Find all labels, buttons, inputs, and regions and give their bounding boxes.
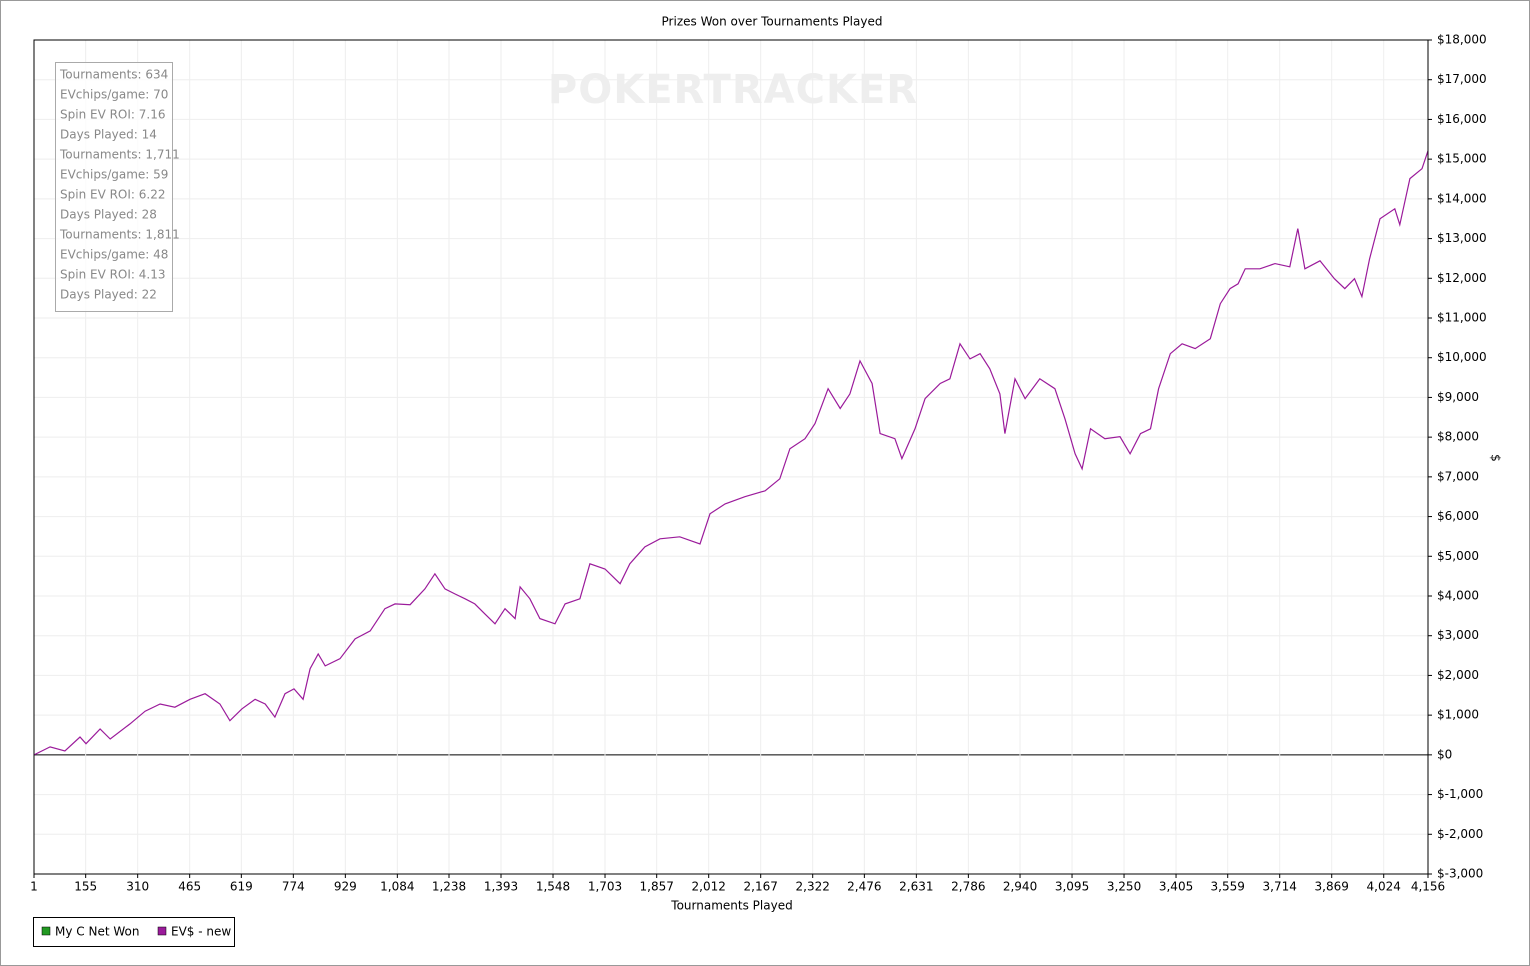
y-tick-label: $14,000 [1437, 191, 1487, 205]
x-tick-label: 4,156 [1411, 880, 1445, 894]
stat-line: Spin EV ROI: 4.13 [60, 268, 166, 282]
y-tick-label: $1,000 [1437, 708, 1479, 722]
stat-line: Days Played: 22 [60, 288, 157, 302]
stat-line: Tournaments: 1,711 [59, 148, 180, 162]
stat-line: EVchips/game: 59 [60, 168, 168, 182]
legend-label: My C Net Won [55, 925, 139, 939]
y-tick-label: $3,000 [1437, 628, 1479, 642]
y-axis-label: $ [1489, 454, 1503, 462]
y-tick-label: $10,000 [1437, 350, 1487, 364]
x-tick-label: 3,405 [1159, 880, 1193, 894]
x-tick-label: 1,084 [380, 880, 414, 894]
x-tick-label: 2,940 [1003, 880, 1037, 894]
y-tick-label: $13,000 [1437, 231, 1487, 245]
x-tick-label: 2,476 [847, 880, 881, 894]
y-tick-label: $5,000 [1437, 549, 1479, 563]
y-tick-label: $8,000 [1437, 430, 1479, 444]
y-tick-label: $-3,000 [1437, 867, 1483, 881]
x-tick-label: 1,548 [536, 880, 570, 894]
x-tick-label: 155 [74, 880, 97, 894]
stat-line: Spin EV ROI: 6.22 [60, 188, 166, 202]
y-tick-label: $6,000 [1437, 509, 1479, 523]
stat-line: EVchips/game: 70 [60, 88, 168, 102]
x-tick-label: 2,012 [692, 880, 726, 894]
y-tick-label: $4,000 [1437, 589, 1479, 603]
x-tick-label: 1,238 [432, 880, 466, 894]
stat-line: Tournaments: 634 [59, 68, 168, 82]
y-tick-label: $12,000 [1437, 271, 1487, 285]
y-tick-label: $2,000 [1437, 668, 1479, 682]
x-tick-label: 2,786 [951, 880, 985, 894]
legend-swatch [157, 926, 167, 936]
stat-line: EVchips/game: 48 [60, 248, 168, 262]
series-line [33, 150, 1429, 756]
legend-label: EV$ - new [171, 925, 231, 939]
x-tick-label: 2,167 [744, 880, 778, 894]
x-tick-label: 465 [178, 880, 201, 894]
y-tick-label: $11,000 [1437, 311, 1487, 325]
x-tick-label: 774 [282, 880, 305, 894]
y-tick-label: $0 [1437, 747, 1452, 761]
x-tick-label: 2,322 [796, 880, 830, 894]
x-tick-label: 3,559 [1211, 880, 1245, 894]
x-tick-label: 1,703 [588, 880, 622, 894]
x-tick-label: 3,250 [1107, 880, 1141, 894]
y-tick-label: $17,000 [1437, 72, 1487, 86]
legend-swatch [41, 926, 51, 936]
stats-box [55, 62, 173, 312]
chart-title: Prizes Won over Tournaments Played [662, 15, 883, 29]
x-tick-label: 3,095 [1055, 880, 1089, 894]
x-tick-label: 619 [230, 880, 253, 894]
y-tick-label: $9,000 [1437, 390, 1479, 404]
x-tick-label: 4,024 [1367, 880, 1401, 894]
stat-line: Days Played: 14 [60, 128, 157, 142]
y-tick-label: $7,000 [1437, 469, 1479, 483]
x-tick-label: 310 [126, 880, 149, 894]
x-tick-label: 3,714 [1263, 880, 1297, 894]
y-tick-label: $16,000 [1437, 112, 1487, 126]
x-tick-label: 3,869 [1315, 880, 1349, 894]
x-tick-label: 1,857 [640, 880, 674, 894]
plot-border [33, 39, 1429, 875]
y-tick-label: $15,000 [1437, 152, 1487, 166]
stat-line: Days Played: 28 [60, 208, 157, 222]
x-tick-label: 1 [30, 880, 38, 894]
y-tick-label: $-2,000 [1437, 827, 1483, 841]
stat-line: Tournaments: 1,811 [59, 228, 180, 242]
legend-box [33, 917, 235, 947]
x-tick-label: 2,631 [899, 880, 933, 894]
legend: My C Net Won EV$ - new [41, 925, 231, 939]
stat-line: Spin EV ROI: 7.16 [60, 108, 166, 122]
y-tick-label: $-1,000 [1437, 787, 1483, 801]
y-tick-label: $18,000 [1437, 33, 1487, 47]
plot [33, 150, 1429, 756]
x-axis-label: Tournaments Played [670, 899, 792, 913]
watermark: POKERTRACKER [548, 67, 918, 113]
x-tick-label: 1,393 [484, 880, 518, 894]
stats: Tournaments: 634 EVchips/game: 70 Spin EV … [59, 68, 180, 302]
x-tick-label: 929 [334, 880, 357, 894]
